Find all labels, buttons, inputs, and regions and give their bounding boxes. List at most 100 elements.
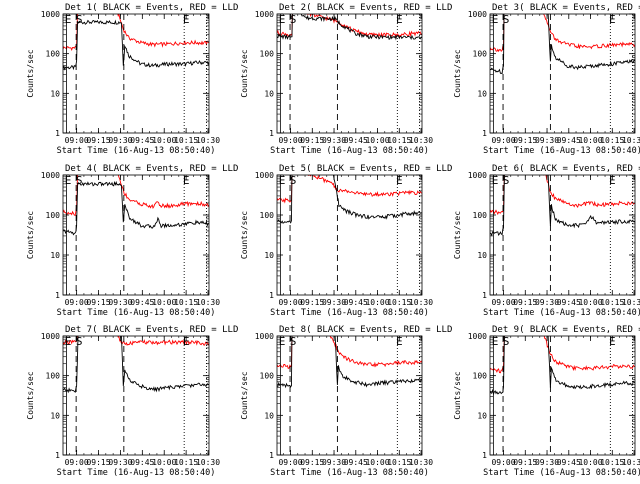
marker-e-label: E <box>65 13 72 26</box>
lld-series-line <box>63 14 209 51</box>
x-tick-label: 09:45 <box>557 298 581 307</box>
y-tick-label: 10 <box>264 411 274 420</box>
x-tick-label: 10:15 <box>174 458 198 467</box>
x-axis-title: Start Time (16-Aug-13 08:50:40) <box>483 308 640 318</box>
x-tick-label: 10:30 <box>196 136 220 145</box>
x-tick-label: 09:30 <box>322 298 346 307</box>
plot-frame <box>62 13 210 134</box>
x-axis-title: Start Time (16-Aug-13 08:50:40) <box>483 146 640 156</box>
x-tick-label: 10:00 <box>152 298 176 307</box>
x-tick-label: 10:30 <box>196 458 220 467</box>
y-tick-label: 10 <box>264 251 274 260</box>
y-tick-label: 1 <box>482 129 487 138</box>
panel-5 <box>276 174 423 296</box>
marker-e-label: E <box>609 13 616 26</box>
x-axis-title: Start Time (16-Aug-13 08:50:40) <box>57 308 216 318</box>
x-tick-label: 09:15 <box>300 298 324 307</box>
x-axis-title: Start Time (16-Aug-13 08:50:40) <box>270 468 429 478</box>
marker-e-label: E <box>492 335 499 348</box>
x-tick-label: 10:15 <box>174 298 198 307</box>
y-tick-label: 1000 <box>468 10 487 19</box>
x-tick-label: 10:30 <box>409 298 433 307</box>
x-tick-label: 10:15 <box>600 298 624 307</box>
x-tick-label: 09:45 <box>344 298 368 307</box>
plot-frame <box>276 13 423 134</box>
x-tick-label: 10:30 <box>622 298 640 307</box>
x-axis-title: Start Time (16-Aug-13 08:50:40) <box>57 468 216 478</box>
x-tick-label: 09:45 <box>557 458 581 467</box>
panel-6 <box>489 174 636 296</box>
plot-frame <box>276 174 423 296</box>
panel-title: Det 3( BLACK = Events, RED = LLD <box>492 3 640 13</box>
lld-series-line <box>277 14 422 39</box>
x-tick-label: 10:00 <box>152 458 176 467</box>
x-tick-label: 10:30 <box>409 136 433 145</box>
panel-title: Det 4( BLACK = Events, RED = LLD <box>65 164 238 174</box>
x-tick-label: 09:30 <box>535 458 559 467</box>
x-tick-label: 09:00 <box>491 298 515 307</box>
marker-e-label: E <box>609 174 616 187</box>
x-tick-label: 09:15 <box>86 298 110 307</box>
marker-s-label: S <box>76 335 83 348</box>
y-axis-title: Counts/sec <box>26 211 35 259</box>
y-tick-label: 1000 <box>41 171 60 180</box>
x-tick-label: 10:00 <box>578 458 602 467</box>
panel-title: Det 8( BLACK = Events, RED = LLD <box>279 325 452 335</box>
marker-e-label: E <box>492 13 499 26</box>
marker-s-label: S <box>290 335 297 348</box>
x-tick-label: 09:00 <box>491 136 515 145</box>
y-tick-label: 10 <box>264 89 274 98</box>
x-tick-label: 09:45 <box>130 136 154 145</box>
x-tick-label: 09:00 <box>278 136 302 145</box>
plot-frame <box>489 335 636 456</box>
marker-s-label: S <box>503 335 510 348</box>
y-tick-label: 1 <box>269 451 274 460</box>
y-axis-title: Counts/sec <box>240 371 249 419</box>
y-tick-label: 100 <box>46 372 61 381</box>
x-tick-label: 09:45 <box>344 458 368 467</box>
y-axis-title: Counts/sec <box>26 49 35 97</box>
marker-e-label: E <box>396 13 403 26</box>
x-tick-label: 09:00 <box>65 298 89 307</box>
y-axis-title: Counts/sec <box>26 371 35 419</box>
marker-e-label: E <box>279 13 286 26</box>
y-tick-label: 100 <box>473 372 488 381</box>
x-tick-label: 10:00 <box>365 298 389 307</box>
x-tick-label: 10:15 <box>600 458 624 467</box>
x-tick-label: 09:15 <box>513 136 537 145</box>
marker-s-label: S <box>290 174 297 187</box>
y-tick-label: 10 <box>477 411 487 420</box>
y-tick-label: 1000 <box>41 332 60 341</box>
plot-frame <box>62 174 210 296</box>
y-tick-label: 1 <box>55 451 60 460</box>
x-axis-title: Start Time (16-Aug-13 08:50:40) <box>57 146 216 156</box>
panel-title: Det 9( BLACK = Events, RED = LLD <box>492 325 640 335</box>
y-tick-label: 10 <box>50 89 60 98</box>
x-tick-label: 09:00 <box>491 458 515 467</box>
events-series-line <box>63 336 209 394</box>
panel-title: Det 6( BLACK = Events, RED = LLD <box>492 164 640 174</box>
y-tick-label: 100 <box>473 50 488 59</box>
x-tick-label: 10:00 <box>152 136 176 145</box>
x-tick-label: 10:15 <box>600 136 624 145</box>
y-axis-title: Counts/sec <box>453 371 462 419</box>
x-tick-label: 10:30 <box>622 136 640 145</box>
x-tick-label: 09:00 <box>65 136 89 145</box>
x-tick-label: 09:30 <box>108 458 132 467</box>
panel-4 <box>62 174 210 296</box>
y-tick-label: 1000 <box>255 332 274 341</box>
x-tick-label: 09:15 <box>513 458 537 467</box>
y-tick-label: 100 <box>260 50 275 59</box>
marker-e-label: E <box>183 335 190 348</box>
marker-s-label: S <box>76 13 83 26</box>
y-tick-label: 1000 <box>255 171 274 180</box>
marker-s-label: S <box>503 174 510 187</box>
x-tick-label: 09:15 <box>86 136 110 145</box>
x-tick-label: 09:15 <box>86 458 110 467</box>
x-tick-label: 09:45 <box>344 136 368 145</box>
y-axis-title: Counts/sec <box>453 211 462 259</box>
plot-frame <box>489 174 636 296</box>
x-axis-title: Start Time (16-Aug-13 08:50:40) <box>270 308 429 318</box>
marker-s-label: S <box>76 174 83 187</box>
x-tick-label: 09:00 <box>65 458 89 467</box>
